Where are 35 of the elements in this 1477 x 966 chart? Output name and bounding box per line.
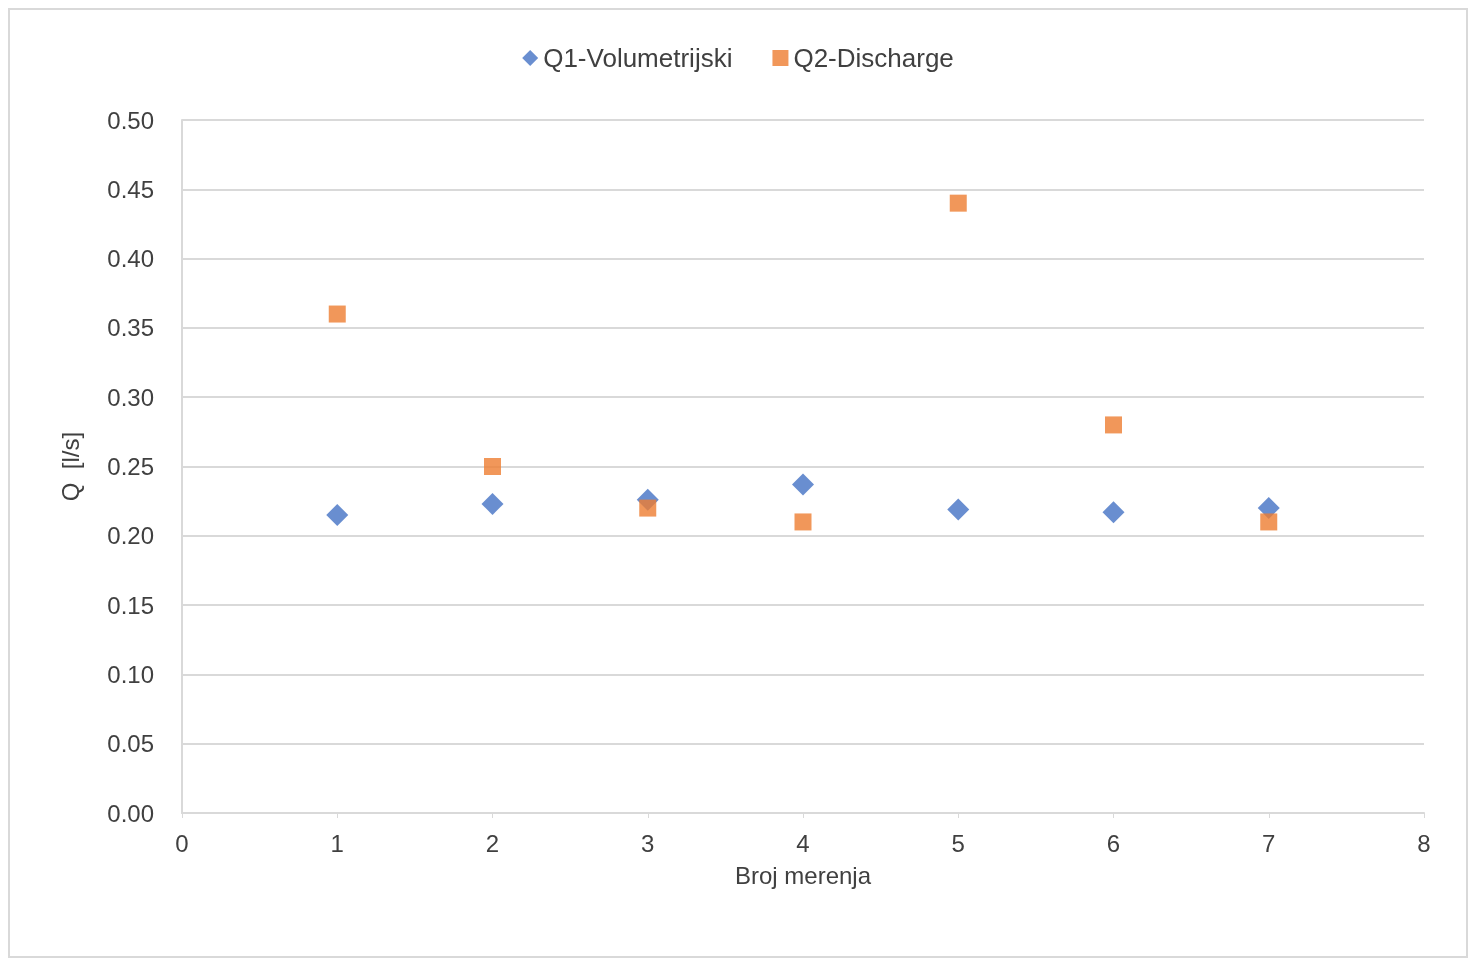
- point: [949, 194, 967, 212]
- point: [1105, 416, 1122, 434]
- y-tick-label: 0.30: [107, 383, 154, 411]
- y-tick-label: 0.10: [107, 660, 154, 688]
- x-axis-title: Broj merenja: [734, 861, 872, 889]
- point: [481, 492, 504, 515]
- legend-label: Q1-Volumetrijski: [543, 43, 733, 73]
- y-tick-label: 0.25: [107, 453, 154, 480]
- y-tick-label: 0.00: [107, 799, 154, 827]
- point: [328, 305, 346, 323]
- y-tick-label: 0.50: [107, 106, 154, 134]
- x-tick-label: 8: [1417, 829, 1431, 857]
- y-axis-title: Q [l/s]: [56, 431, 84, 502]
- legend-label: Q2-Discharge: [793, 43, 954, 73]
- x-tick-label: 5: [951, 829, 965, 857]
- x-tick-label: 6: [1106, 829, 1121, 857]
- point: [792, 473, 814, 496]
- y-tick-label: 0.15: [107, 591, 154, 619]
- y-tick-label: 0.40: [107, 245, 154, 273]
- point: [794, 513, 812, 531]
- y-tick-label: 0.05: [107, 730, 154, 758]
- x-tick-label: 1: [330, 829, 344, 857]
- point: [1260, 513, 1278, 531]
- point: [326, 504, 349, 527]
- x-tick-label: 0: [175, 829, 189, 857]
- point: [484, 458, 501, 475]
- x-tick-label: 3: [641, 829, 655, 857]
- y-tick-label: 0.20: [107, 522, 154, 550]
- y-tick-label: 0.35: [107, 314, 154, 342]
- x-tick-label: 4: [796, 829, 810, 857]
- y-tick-label: 0.45: [107, 175, 154, 203]
- x-tick-label: 7: [1262, 829, 1276, 857]
- point: [1102, 501, 1125, 524]
- x-tick-label: 2: [485, 829, 500, 857]
- point: [947, 498, 970, 521]
